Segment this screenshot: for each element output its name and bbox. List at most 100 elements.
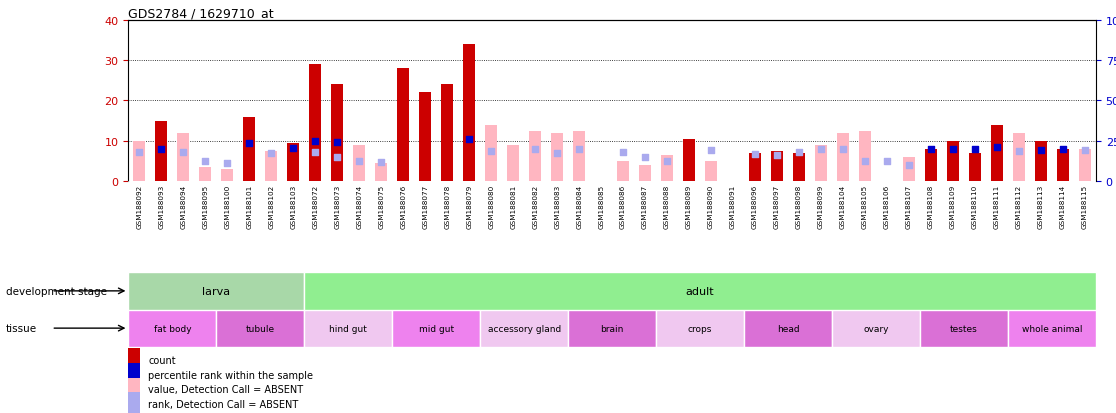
Text: GSM188082: GSM188082 — [532, 185, 538, 228]
Bar — [749, 154, 761, 182]
Text: GSM188081: GSM188081 — [510, 185, 517, 228]
Text: GSM188092: GSM188092 — [136, 185, 143, 228]
Bar — [903, 157, 915, 182]
Bar — [397, 69, 410, 182]
Text: development stage: development stage — [6, 286, 107, 296]
Text: GSM188093: GSM188093 — [158, 185, 164, 228]
Text: GSM188091: GSM188091 — [730, 185, 737, 228]
Point — [966, 146, 984, 153]
Text: crops: crops — [687, 324, 712, 333]
Bar — [309, 65, 321, 182]
Point — [1010, 149, 1028, 155]
Point — [944, 146, 962, 153]
Bar — [529, 131, 541, 182]
Text: rank, Detection Call = ABSENT: rank, Detection Call = ABSENT — [148, 399, 299, 409]
Bar — [200, 168, 211, 182]
Bar — [1008, 310, 1096, 347]
Bar — [920, 310, 1008, 347]
Bar — [128, 392, 140, 413]
Text: larva: larva — [202, 286, 230, 296]
Point — [548, 150, 566, 157]
Text: GSM188105: GSM188105 — [862, 185, 868, 228]
Bar — [859, 131, 872, 182]
Text: GSM188102: GSM188102 — [268, 185, 275, 228]
Text: GSM188112: GSM188112 — [1016, 185, 1022, 228]
Text: accessory gland: accessory gland — [488, 324, 560, 333]
Text: GSM188097: GSM188097 — [775, 185, 780, 228]
Bar — [128, 273, 305, 310]
Bar — [744, 310, 833, 347]
Text: tissue: tissue — [6, 323, 37, 333]
Bar — [287, 143, 299, 182]
Bar — [661, 156, 673, 182]
Text: head: head — [777, 324, 799, 333]
Text: GSM188108: GSM188108 — [929, 185, 934, 228]
Text: GSM188096: GSM188096 — [752, 185, 758, 228]
Point — [922, 146, 940, 153]
Text: percentile rank within the sample: percentile rank within the sample — [148, 370, 314, 380]
Bar — [266, 152, 277, 182]
Point — [262, 150, 280, 157]
Point — [306, 138, 324, 145]
Bar — [155, 121, 167, 182]
Point — [1032, 147, 1050, 154]
Point — [527, 146, 545, 153]
Text: GSM188088: GSM188088 — [664, 185, 670, 228]
Text: GSM188098: GSM188098 — [796, 185, 802, 228]
Text: hind gut: hind gut — [329, 324, 367, 333]
Bar — [133, 142, 145, 182]
Point — [306, 150, 324, 156]
Point — [702, 148, 720, 154]
Point — [460, 137, 478, 143]
Bar — [353, 145, 365, 182]
Point — [901, 162, 918, 169]
Text: mid gut: mid gut — [418, 324, 454, 333]
Text: fat body: fat body — [154, 324, 191, 333]
Point — [1054, 146, 1071, 153]
Text: GSM188077: GSM188077 — [422, 185, 429, 228]
Bar — [128, 310, 217, 347]
Text: GSM188087: GSM188087 — [642, 185, 648, 228]
Point — [174, 150, 192, 156]
Text: GSM188106: GSM188106 — [884, 185, 889, 228]
Text: GSM188089: GSM188089 — [686, 185, 692, 228]
Text: value, Detection Call = ABSENT: value, Detection Call = ABSENT — [148, 384, 304, 394]
Text: GSM188075: GSM188075 — [378, 185, 384, 228]
Bar — [815, 145, 827, 182]
Text: GSM188107: GSM188107 — [906, 185, 912, 228]
Point — [350, 158, 368, 165]
Bar — [617, 161, 629, 182]
Point — [219, 160, 237, 166]
Text: GSM188073: GSM188073 — [335, 185, 340, 228]
Point — [285, 145, 302, 152]
Bar — [551, 133, 564, 182]
Bar — [969, 154, 981, 182]
Bar — [683, 140, 695, 182]
Point — [153, 146, 171, 153]
Bar — [507, 145, 519, 182]
Bar — [128, 363, 140, 386]
Bar — [463, 45, 475, 182]
Bar — [485, 126, 498, 182]
Text: count: count — [148, 355, 176, 365]
Text: GSM188076: GSM188076 — [401, 185, 406, 228]
Text: GSM188085: GSM188085 — [598, 185, 604, 228]
Bar — [305, 273, 1096, 310]
Text: GSM188078: GSM188078 — [444, 185, 450, 228]
Bar — [771, 152, 783, 182]
Text: GSM188083: GSM188083 — [555, 185, 560, 228]
Bar — [837, 133, 849, 182]
Text: GSM188113: GSM188113 — [1038, 185, 1043, 228]
Point — [196, 158, 214, 165]
Bar — [1057, 150, 1069, 182]
Point — [482, 149, 500, 155]
Text: GSM188110: GSM188110 — [972, 185, 978, 228]
Bar — [217, 310, 305, 347]
Bar — [128, 377, 140, 401]
Bar — [128, 349, 140, 372]
Text: GSM188079: GSM188079 — [466, 185, 472, 228]
Text: GSM188074: GSM188074 — [356, 185, 363, 228]
Text: GSM188115: GSM188115 — [1081, 185, 1088, 228]
Text: adult: adult — [685, 286, 714, 296]
Bar — [441, 85, 453, 182]
